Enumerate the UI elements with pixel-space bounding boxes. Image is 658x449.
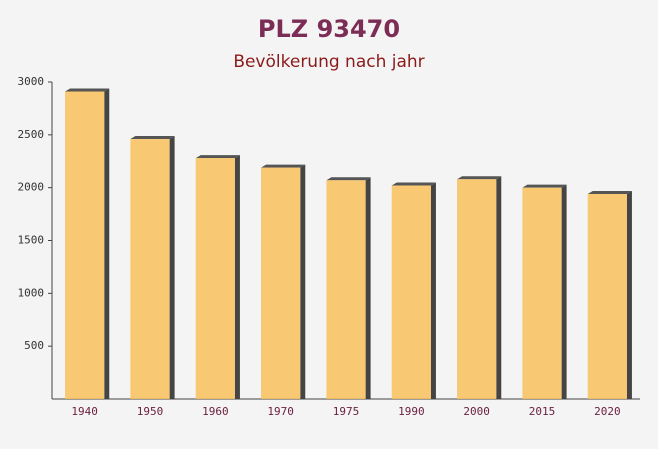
x-tick-label: 2015 <box>529 405 556 418</box>
bar-shadow <box>561 184 567 399</box>
bar-shadow <box>496 176 502 399</box>
x-tick-label: 1950 <box>137 405 164 418</box>
bar <box>261 167 301 399</box>
bar-shadow <box>300 164 306 399</box>
bar-shadow <box>169 136 175 399</box>
y-tick-label: 3000 <box>18 75 45 88</box>
y-tick-label: 2500 <box>18 128 45 141</box>
y-tick-label: 500 <box>24 339 44 352</box>
bar-shadow <box>587 191 632 195</box>
bar-shadow <box>195 155 240 159</box>
bar-shadow <box>522 184 567 188</box>
bar <box>326 180 366 399</box>
bar-shadow <box>130 136 175 140</box>
bar-shadow <box>326 177 371 181</box>
bar-shadow <box>365 177 371 399</box>
bar <box>457 179 497 399</box>
bar <box>65 91 105 399</box>
x-tick-label: 1960 <box>202 405 229 418</box>
x-tick-label: 1990 <box>398 405 425 418</box>
y-tick-label: 1000 <box>18 286 45 299</box>
bar <box>391 185 431 399</box>
chart-subtitle: Bevölkerung nach jahr <box>233 52 424 72</box>
bar <box>130 139 170 399</box>
bar-shadow <box>626 191 632 399</box>
y-tick-label: 2000 <box>18 181 45 194</box>
x-tick-label: 2000 <box>463 405 490 418</box>
bar-shadow <box>234 155 240 399</box>
bar <box>522 187 562 399</box>
bar-shadow <box>430 182 436 399</box>
bar <box>195 158 235 399</box>
bar-shadow <box>457 176 502 180</box>
bar-shadow <box>104 88 110 399</box>
x-tick-label: 1975 <box>333 405 360 418</box>
y-tick-label: 1500 <box>18 234 45 247</box>
bar-shadow <box>65 88 110 92</box>
x-tick-label: 2020 <box>594 405 621 418</box>
x-tick-label: 1970 <box>267 405 294 418</box>
bar-shadow <box>391 182 436 186</box>
x-tick-label: 1940 <box>71 405 98 418</box>
bar <box>587 194 627 399</box>
bar-shadow <box>261 164 306 168</box>
chart-title: PLZ 93470 <box>258 15 400 43</box>
